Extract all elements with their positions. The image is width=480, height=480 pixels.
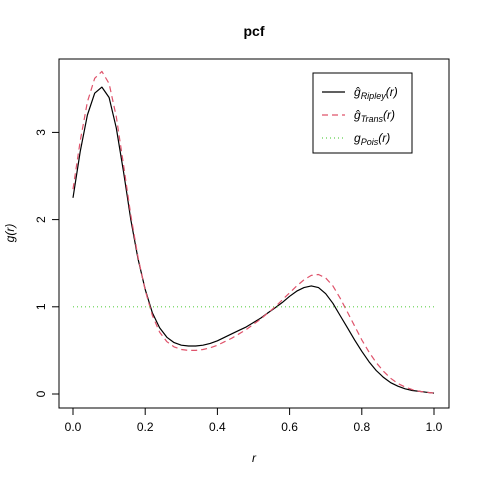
y-tick-label: 2 <box>34 216 48 223</box>
legend: ĝRipley(r) ĝTrans(r) gPois(r) <box>312 72 413 154</box>
series-layer <box>72 70 435 394</box>
x-axis-label: r <box>252 451 257 465</box>
y-tick-label: 0 <box>34 390 48 397</box>
y-tick-label: 3 <box>34 129 48 136</box>
legend-box <box>312 72 413 154</box>
x-tick-label: 0.6 <box>281 420 298 434</box>
series-line-ripley <box>72 86 435 394</box>
series-line-trans <box>72 70 435 394</box>
x-axis: 0.0 0.2 0.4 0.6 0.8 1.0 <box>65 407 443 434</box>
x-tick-label: 1.0 <box>426 420 443 434</box>
x-tick-label: 0.0 <box>65 420 82 434</box>
chart-title: pcf <box>244 23 265 39</box>
x-tick-label: 0.2 <box>137 420 154 434</box>
legend-label-pois: gPois(r) <box>354 131 390 147</box>
x-tick-label: 0.4 <box>209 420 226 434</box>
x-tick-label: 0.8 <box>353 420 370 434</box>
y-axis: 0 1 2 3 <box>34 129 60 397</box>
legend-label-trans: ĝTrans(r) <box>354 108 395 124</box>
y-tick-label: 1 <box>34 303 48 310</box>
y-axis-label: g(r) <box>3 224 17 243</box>
legend-label-ripley: ĝRipley(r) <box>354 85 398 101</box>
